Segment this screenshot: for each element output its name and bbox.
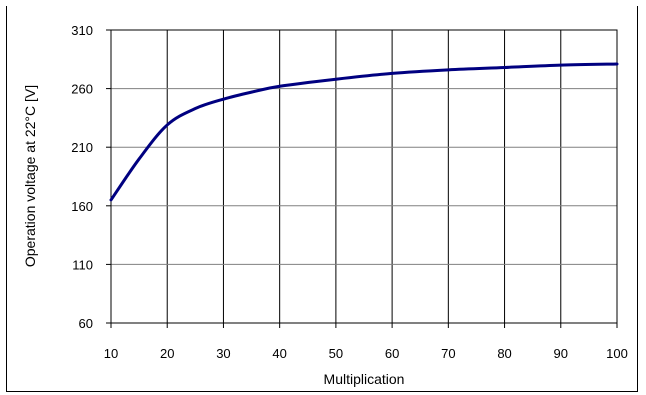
y-tick-label: 260 bbox=[71, 82, 93, 97]
x-tick-label: 20 bbox=[160, 346, 174, 361]
x-tick-label: 70 bbox=[441, 346, 455, 361]
y-tick-label: 310 bbox=[71, 23, 93, 38]
x-tick-label: 30 bbox=[216, 346, 230, 361]
y-tick-label: 210 bbox=[71, 140, 93, 155]
x-tick-label: 40 bbox=[272, 346, 286, 361]
x-tick-label: 10 bbox=[104, 346, 118, 361]
grid bbox=[111, 30, 617, 323]
x-tick-label: 60 bbox=[385, 346, 399, 361]
x-tick-label: 50 bbox=[329, 346, 343, 361]
series-line bbox=[109, 62, 619, 202]
y-tick-label: 60 bbox=[79, 316, 93, 331]
x-axis-title: Multiplication bbox=[324, 371, 405, 387]
plot-area bbox=[110, 29, 618, 324]
y-tick-label: 110 bbox=[72, 257, 93, 272]
y-axis-title: Operation voltage at 22°C [V] bbox=[22, 85, 38, 267]
y-axis: 60 110 160 210 260 310 bbox=[71, 23, 111, 331]
x-tick-label: 90 bbox=[554, 346, 568, 361]
x-tick-label: 80 bbox=[497, 346, 511, 361]
y-tick-label: 160 bbox=[71, 199, 93, 214]
chart-frame bbox=[6, 6, 638, 392]
x-axis: 10 20 30 40 50 60 70 80 90 100 bbox=[104, 323, 628, 361]
x-tick-label: 100 bbox=[606, 346, 628, 361]
